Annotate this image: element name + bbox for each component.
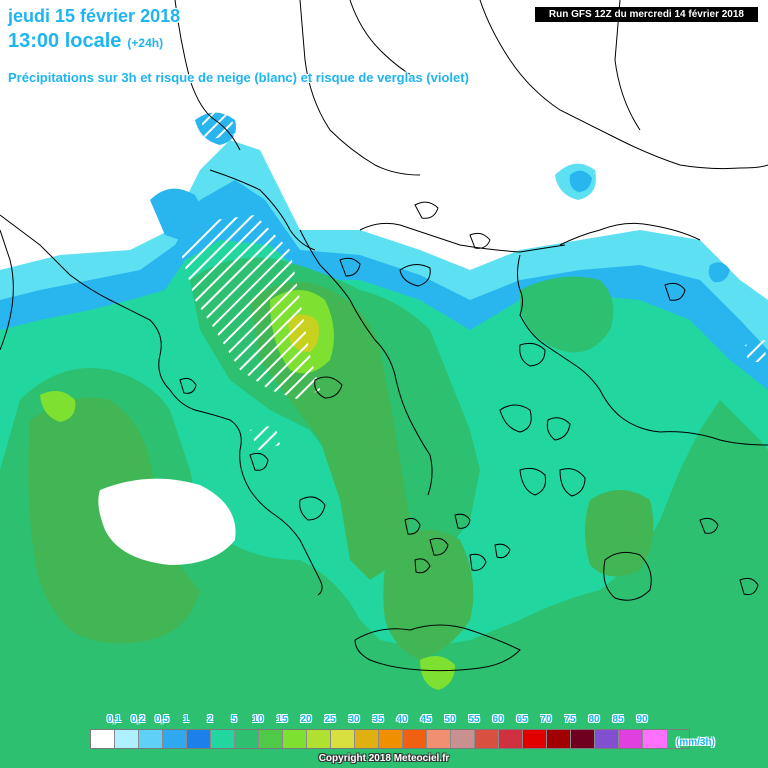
legend-swatch bbox=[619, 730, 643, 748]
legend-swatch bbox=[475, 730, 499, 748]
legend-swatch bbox=[235, 730, 259, 748]
coastlines bbox=[0, 0, 768, 596]
legend-swatch bbox=[331, 730, 355, 748]
legend-swatch bbox=[547, 730, 571, 748]
legend-swatch bbox=[427, 730, 451, 748]
legend-tick-label: 55 bbox=[468, 714, 480, 725]
legend-tick-label: 85 bbox=[612, 714, 624, 725]
legend-swatch bbox=[403, 730, 427, 748]
map-subtitle: Précipitations sur 3h et risque de neige… bbox=[8, 70, 469, 85]
legend-tick-label: 30 bbox=[348, 714, 360, 725]
legend-swatch bbox=[595, 730, 619, 748]
legend-tick-label: 2 bbox=[207, 714, 213, 725]
legend-swatch bbox=[91, 730, 115, 748]
legend-tick-label: 45 bbox=[420, 714, 432, 725]
dry-pocket bbox=[98, 478, 236, 565]
legend-swatch bbox=[451, 730, 475, 748]
legend-tick-label: 80 bbox=[588, 714, 600, 725]
legend-tick-label: 10 bbox=[252, 714, 264, 725]
legend-unit: (mm/3h) bbox=[676, 737, 715, 748]
forecast-offset: (+24h) bbox=[127, 36, 164, 50]
precipitation-legend: 0,1 0,2 0,5 1 2 5 10 15 20 25 30 35 40 45 50 55 60 65 70 75… bbox=[90, 714, 690, 749]
legend-swatch bbox=[643, 730, 667, 748]
model-run-banner: Run GFS 12Z du mercredi 14 février 2018 bbox=[534, 7, 758, 22]
forecast-time: 13:00 locale (+24h) bbox=[8, 30, 163, 53]
legend-tick-label: 0,2 bbox=[131, 714, 145, 725]
legend-tick-label: 65 bbox=[516, 714, 528, 725]
legend-tick-label: 90 bbox=[636, 714, 648, 725]
legend-swatch bbox=[259, 730, 283, 748]
legend-swatch bbox=[211, 730, 235, 748]
legend-swatch bbox=[379, 730, 403, 748]
legend-swatch bbox=[139, 730, 163, 748]
legend-color-bar bbox=[90, 729, 690, 749]
legend-swatch bbox=[283, 730, 307, 748]
snow-risk-hatching bbox=[135, 100, 766, 450]
legend-swatch bbox=[163, 730, 187, 748]
islands bbox=[179, 201, 759, 672]
local-time-label: 13:00 locale bbox=[8, 30, 122, 52]
legend-tick-label: 40 bbox=[396, 714, 408, 725]
legend-swatch bbox=[523, 730, 547, 748]
legend-swatch bbox=[499, 730, 523, 748]
legend-tick-label: 0,5 bbox=[155, 714, 169, 725]
copyright-notice: Copyright 2018 Meteociel.fr bbox=[318, 753, 450, 764]
legend-swatch bbox=[571, 730, 595, 748]
legend-tick-label: 1 bbox=[183, 714, 189, 725]
legend-tick-label: 25 bbox=[324, 714, 336, 725]
legend-tick-label: 75 bbox=[564, 714, 576, 725]
legend-tick-label: 15 bbox=[276, 714, 288, 725]
legend-swatch bbox=[307, 730, 331, 748]
forecast-date: jeudi 15 février 2018 bbox=[8, 6, 181, 26]
legend-tick-label: 60 bbox=[492, 714, 504, 725]
legend-tick-label: 50 bbox=[444, 714, 456, 725]
legend-swatch bbox=[187, 730, 211, 748]
legend-tick-label: 35 bbox=[372, 714, 384, 725]
legend-swatch bbox=[355, 730, 379, 748]
legend-tick-label: 0,1 bbox=[107, 714, 121, 725]
legend-tick-label: 5 bbox=[231, 714, 237, 725]
legend-tick-label: 20 bbox=[300, 714, 312, 725]
legend-tick-labels: 0,1 0,2 0,5 1 2 5 10 15 20 25 30 35 40 45 50 55 60 65 70 75… bbox=[90, 714, 690, 728]
legend-tick-label: 70 bbox=[540, 714, 552, 725]
legend-swatch bbox=[115, 730, 139, 748]
